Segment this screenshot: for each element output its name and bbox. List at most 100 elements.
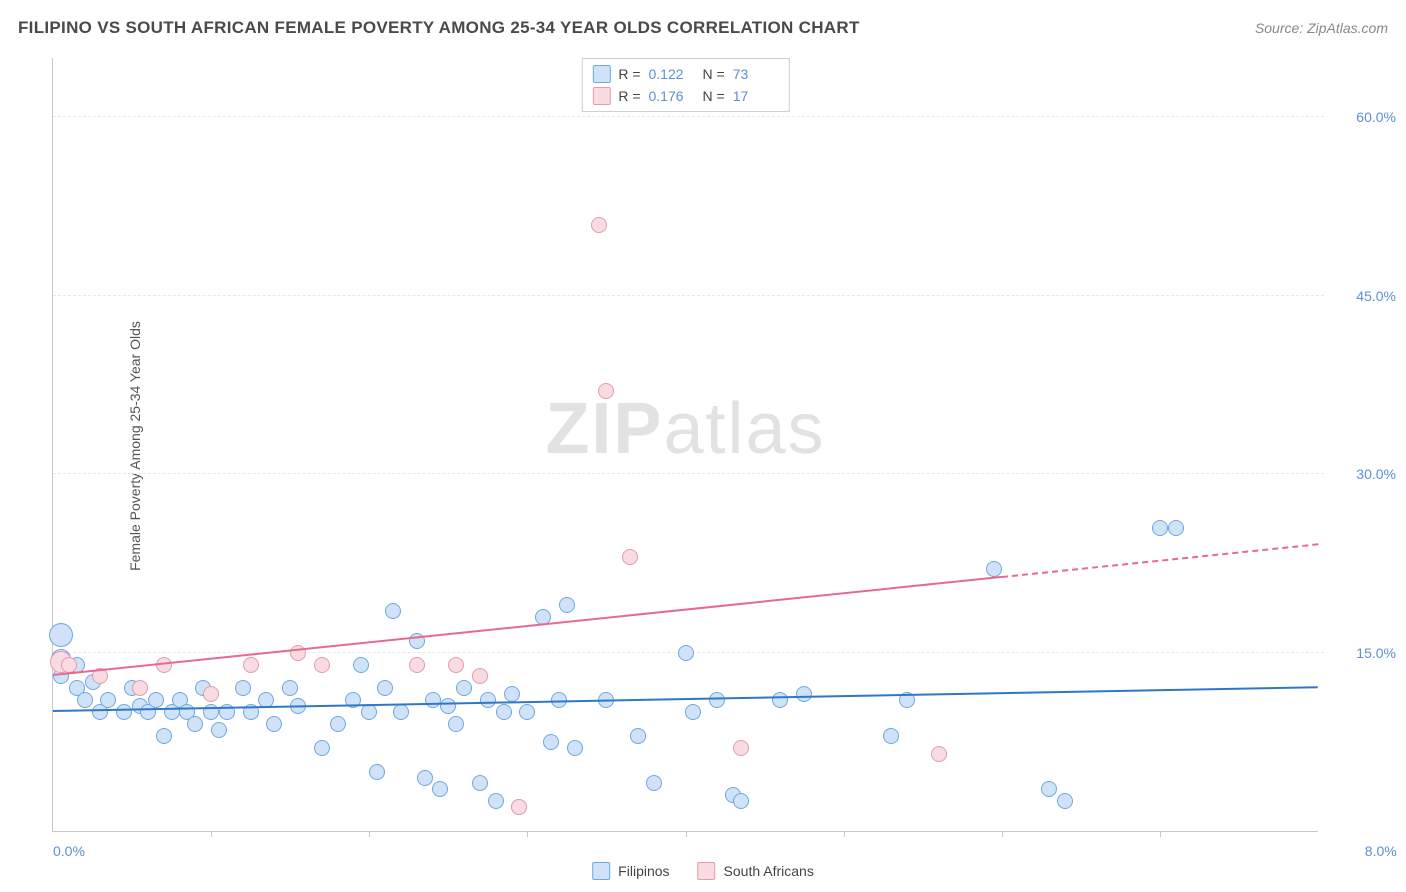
filipino-point xyxy=(772,692,788,708)
filipino-point xyxy=(986,561,1002,577)
r-label: R = xyxy=(618,88,640,104)
south-african-point xyxy=(733,740,749,756)
south-african-point xyxy=(448,657,464,673)
filipino-point xyxy=(49,623,73,647)
x-tick xyxy=(1160,831,1161,837)
y-tick-label: 30.0% xyxy=(1356,466,1396,482)
filipino-point xyxy=(796,686,812,702)
south-african-point xyxy=(622,549,638,565)
scatter-chart: ZIPatlas R =0.122N =73R =0.176N =17 15.0… xyxy=(52,58,1318,832)
filipino-point xyxy=(1041,781,1057,797)
filipino-point xyxy=(377,680,393,696)
filipino-point xyxy=(559,597,575,613)
x-tick xyxy=(369,831,370,837)
n-label: N = xyxy=(703,88,725,104)
filipino-point xyxy=(187,716,203,732)
filipino-point xyxy=(504,686,520,702)
south-african-point xyxy=(511,799,527,815)
y-tick-label: 15.0% xyxy=(1356,645,1396,661)
r-value: 0.122 xyxy=(649,66,695,82)
filipino-point xyxy=(361,704,377,720)
filipino-point xyxy=(480,692,496,708)
blue-swatch-icon xyxy=(592,65,610,83)
stats-row: R = 0.176 N = 17 xyxy=(592,85,778,107)
filipino-point xyxy=(496,704,512,720)
n-value: 73 xyxy=(733,66,779,82)
filipino-point xyxy=(156,728,172,744)
filipino-point xyxy=(685,704,701,720)
filipino-point xyxy=(432,781,448,797)
filipino-point xyxy=(235,680,251,696)
x-tick xyxy=(527,831,528,837)
filipino-point xyxy=(393,704,409,720)
pink-swatch-icon xyxy=(698,862,716,880)
x-tick xyxy=(211,831,212,837)
filipino-point xyxy=(282,680,298,696)
south-african-point xyxy=(598,383,614,399)
legend-item: South Africans xyxy=(698,862,814,880)
south-african-point xyxy=(314,657,330,673)
r-label: R = xyxy=(618,66,640,82)
filipino-point xyxy=(733,793,749,809)
south-african-point xyxy=(472,668,488,684)
south-african-point xyxy=(243,657,259,673)
gridline xyxy=(53,116,1324,117)
south-african-point xyxy=(61,657,77,673)
y-tick-label: 60.0% xyxy=(1356,109,1396,125)
filipino-point xyxy=(100,692,116,708)
filipino-point xyxy=(448,716,464,732)
filipino-point xyxy=(630,728,646,744)
y-tick-label: 45.0% xyxy=(1356,288,1396,304)
filipino-point xyxy=(314,740,330,756)
stats-row: R = 0.122 N = 73 xyxy=(592,63,778,85)
south-african-point xyxy=(132,680,148,696)
pink-swatch-icon xyxy=(592,87,610,105)
filipino-point xyxy=(1168,520,1184,536)
r-value: 0.176 xyxy=(649,88,695,104)
south-african-point xyxy=(591,217,607,233)
south-african-trend xyxy=(53,576,1002,676)
filipino-point xyxy=(472,775,488,791)
filipino-point xyxy=(678,645,694,661)
filipino-point xyxy=(148,692,164,708)
chart-title: FILIPINO VS SOUTH AFRICAN FEMALE POVERTY… xyxy=(18,18,860,38)
filipino-point xyxy=(330,716,346,732)
south-african-point xyxy=(931,746,947,762)
gridline xyxy=(53,473,1324,474)
south-african-point xyxy=(409,657,425,673)
filipino-point xyxy=(709,692,725,708)
filipino-point xyxy=(369,764,385,780)
south-african-trend-extrapolated xyxy=(1002,544,1318,579)
filipino-point xyxy=(353,657,369,673)
source-attribution: Source: ZipAtlas.com xyxy=(1255,20,1388,36)
x-tick xyxy=(686,831,687,837)
filipino-point xyxy=(385,603,401,619)
filipino-point xyxy=(417,770,433,786)
legend-label: South Africans xyxy=(724,863,814,879)
filipino-point xyxy=(266,716,282,732)
filipino-point xyxy=(1152,520,1168,536)
n-label: N = xyxy=(703,66,725,82)
filipino-point xyxy=(116,704,132,720)
x-tick xyxy=(1002,831,1003,837)
filipino-point xyxy=(646,775,662,791)
filipino-point xyxy=(883,728,899,744)
filipino-point xyxy=(488,793,504,809)
x-min-label: 0.0% xyxy=(53,843,85,859)
gridline xyxy=(53,295,1324,296)
south-african-point xyxy=(203,686,219,702)
filipino-point xyxy=(77,692,93,708)
stats-legend: R = 0.122 N = 73 R = 0.176 N = 17 xyxy=(581,58,789,112)
blue-swatch-icon xyxy=(592,862,610,880)
filipino-point xyxy=(567,740,583,756)
filipino-point xyxy=(425,692,441,708)
x-max-label: 8.0% xyxy=(1365,843,1397,859)
legend-label: Filipinos xyxy=(618,863,669,879)
x-tick xyxy=(844,831,845,837)
n-value: 17 xyxy=(733,88,779,104)
filipino-point xyxy=(456,680,472,696)
filipino-point xyxy=(211,722,227,738)
legend-item: Filipinos xyxy=(592,862,669,880)
series-legend: Filipinos South Africans xyxy=(592,862,814,880)
filipino-point xyxy=(543,734,559,750)
